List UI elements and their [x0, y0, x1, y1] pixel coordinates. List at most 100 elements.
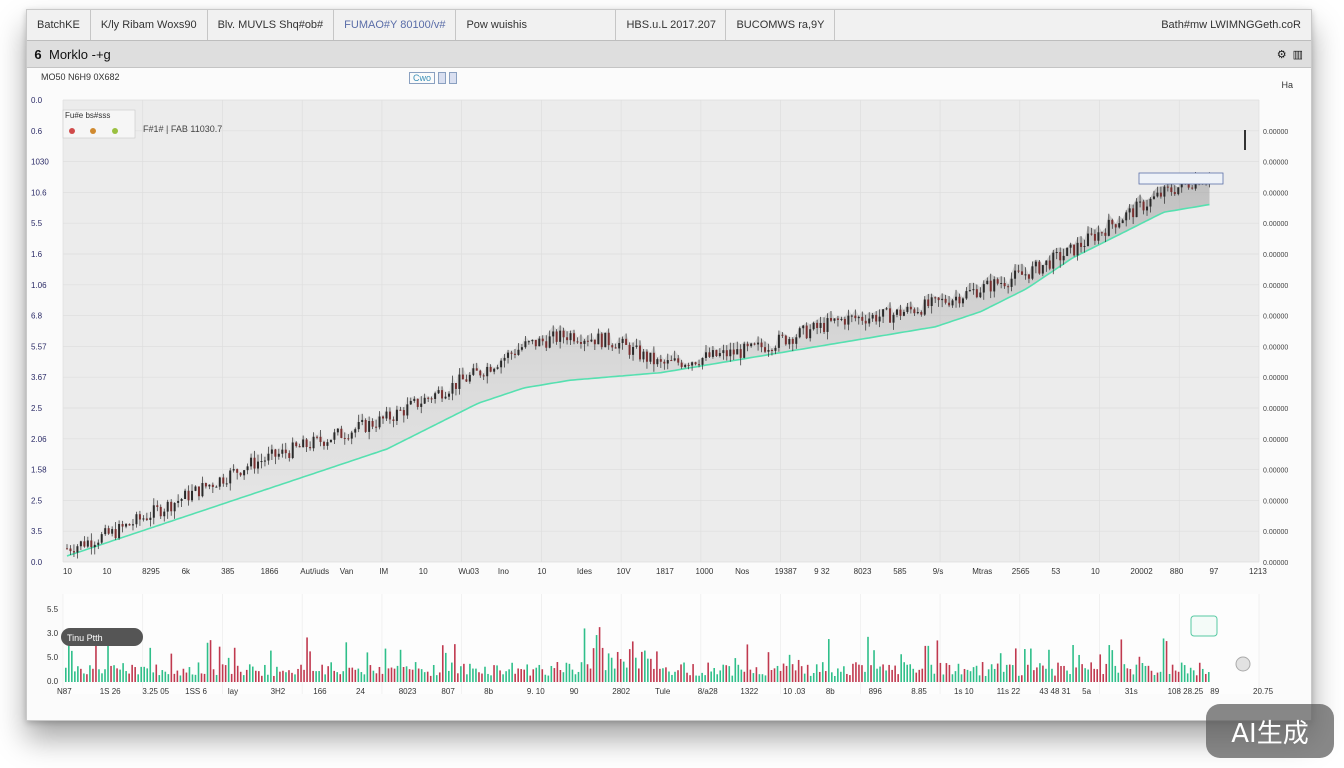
volume-bar [936, 640, 939, 682]
volume-bar [912, 668, 915, 682]
volume-bar [773, 668, 776, 682]
candle-body [111, 529, 114, 534]
volume-bar [339, 674, 342, 682]
candle-body [298, 446, 301, 448]
candle-body [131, 524, 134, 526]
back-icon[interactable]: 6 [34, 46, 42, 62]
candle-body [312, 436, 315, 449]
volume-bar [351, 667, 354, 682]
volume-bar [803, 673, 806, 682]
toolbar-item-4[interactable]: FUMAO#Y 80100/v# [334, 10, 457, 40]
candle-body [909, 306, 912, 310]
candle-body [656, 359, 659, 365]
candle-body [830, 318, 832, 321]
assistant-widget[interactable] [1190, 615, 1251, 672]
volume-bar [86, 674, 88, 682]
price-tick-right: 0.00000 [1263, 252, 1288, 259]
settings-icon[interactable]: ⚙ [1276, 48, 1287, 61]
candle-body [691, 362, 694, 366]
volume-bar [812, 672, 815, 682]
volume-bar [173, 673, 176, 682]
price-tick-left: 1.58 [31, 466, 47, 475]
price-tick-bottom: 10V [616, 567, 631, 576]
candle-body [472, 368, 475, 375]
volume-bar [622, 661, 625, 682]
toggle-3[interactable] [449, 72, 458, 84]
volume-bar [288, 670, 290, 682]
toolbar-item-6[interactable]: HBS.u.L 2017.207 [616, 10, 727, 40]
candle-body [149, 517, 152, 520]
candle-body [1166, 186, 1169, 188]
candle-body [1121, 220, 1124, 224]
candle-body [475, 368, 478, 371]
volume-bar [1108, 645, 1111, 682]
candle-body [128, 524, 131, 526]
volume-bar [996, 663, 999, 682]
candle-body [263, 460, 266, 462]
volume-bar [80, 668, 82, 682]
candle-body [364, 419, 367, 432]
volume-tick-bottom: N87 [57, 687, 72, 696]
toolbar-right-item[interactable]: Bath#mw LWIMNGGeth.coR [1161, 19, 1301, 31]
candle-body [454, 382, 457, 389]
volume-bar [861, 665, 863, 682]
volume-bar [454, 644, 456, 682]
price-tick-bottom: 9 32 [814, 567, 830, 576]
volume-bar [619, 659, 622, 682]
price-tick-bottom: 53 [1051, 567, 1060, 576]
volume-bar [1174, 670, 1177, 682]
volume-bar [613, 668, 616, 682]
widget-frame[interactable] [1190, 615, 1218, 637]
price-tick-bottom: 97 [1209, 567, 1218, 576]
volume-bar [333, 670, 336, 682]
volume-bar [776, 665, 779, 682]
candle-body [531, 339, 534, 342]
candle-body [322, 441, 325, 446]
volume-bar [644, 650, 646, 682]
toggle-cwo[interactable]: Cwo [409, 72, 436, 84]
volume-bar [309, 651, 311, 682]
volume-bar [1075, 667, 1077, 682]
toggle-2[interactable] [438, 72, 447, 84]
volume-bar [767, 652, 770, 682]
price-tick-bottom: 880 [1170, 567, 1184, 576]
volume-bar [1096, 669, 1098, 682]
toolbar-item-2[interactable]: K/ly Ribam Woxs90 [91, 10, 208, 40]
volume-bar [1177, 671, 1180, 682]
toolbar-item-5[interactable]: Pow wuishis [456, 10, 617, 40]
volume-tick-bottom: 1S 26 [100, 687, 121, 696]
volume-bar [414, 662, 417, 682]
candle-body [715, 350, 718, 357]
legend-dot-orange [90, 128, 96, 134]
volume-bar [809, 675, 812, 682]
candle-body [66, 548, 68, 550]
toolbar-item-3[interactable]: Blv. MUVLS Shq#ob# [208, 10, 335, 40]
volume-bar [233, 647, 236, 682]
candle-body [1156, 192, 1159, 197]
price-tick-bottom: Wu03 [458, 567, 479, 576]
volume-bar [960, 674, 963, 682]
volume-bar [990, 664, 993, 682]
volume-bar [840, 671, 842, 682]
candle-body [899, 309, 902, 316]
candle-body [871, 314, 874, 319]
volume-bar [1186, 673, 1189, 682]
candle-body [566, 337, 569, 341]
candle-body [250, 457, 253, 467]
candle-body [798, 328, 801, 338]
layout-icon[interactable]: ▥ [1292, 48, 1303, 61]
volume-bar [671, 674, 673, 682]
volume-tick-bottom: 8b [484, 687, 493, 696]
volume-bar [1060, 666, 1062, 682]
toolbar-item-1[interactable]: BatchKE [27, 10, 91, 40]
candle-body [1003, 283, 1006, 287]
volume-bar [797, 659, 800, 682]
volume-bar [291, 672, 293, 682]
volume-bar [1063, 665, 1065, 682]
candle-body [1041, 265, 1044, 274]
widget-bubble-icon[interactable] [1235, 656, 1251, 672]
chart-area[interactable]: 0.0 3.5 2.5 1.58 2.06 2.5 3.67 5.57 6.8 1.06 1.6 5.… [27, 70, 1311, 720]
volume-bar [689, 675, 691, 682]
toolbar-item-7[interactable]: BUCOMWS ra,9Y [726, 10, 836, 40]
candle-body [958, 296, 961, 304]
